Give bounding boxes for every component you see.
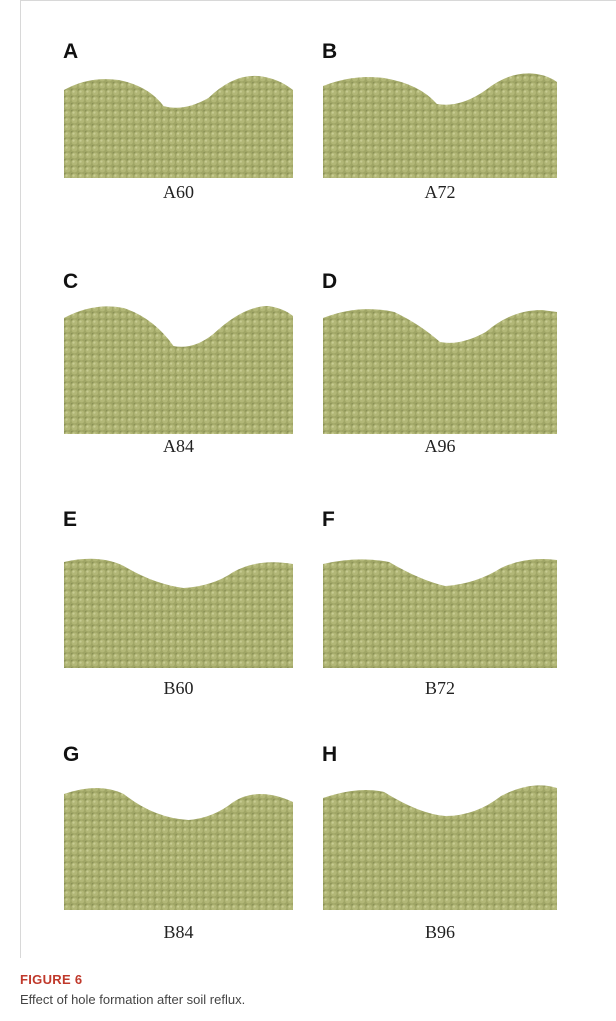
panel-label: B72	[424, 678, 455, 698]
soil-profile	[64, 558, 293, 668]
panel-letter: H	[322, 743, 338, 766]
soil-image	[323, 785, 557, 910]
soil-profile	[323, 559, 557, 668]
panel-letter: C	[63, 270, 79, 293]
caption-number: FIGURE 6	[20, 972, 83, 987]
panel-letter: E	[63, 508, 78, 531]
panel-label: A72	[424, 182, 456, 202]
soil-image	[64, 558, 293, 668]
soil-image	[64, 306, 293, 434]
panel-label: B60	[163, 678, 194, 698]
soil-image	[64, 788, 293, 910]
panel-letter: B	[322, 40, 338, 63]
panel-letter: A	[63, 40, 79, 63]
caption-text: Effect of hole formation after soil refl…	[20, 992, 246, 1007]
panel-label: B96	[424, 922, 455, 942]
panel-letter: D	[322, 270, 338, 293]
soil-profile	[64, 306, 293, 434]
soil-profile	[64, 75, 293, 178]
soil-image	[64, 75, 293, 178]
soil-profile	[323, 785, 557, 910]
soil-profile	[64, 788, 293, 910]
soil-profile	[323, 309, 557, 434]
panel-label: B84	[163, 922, 194, 942]
soil-image	[323, 73, 557, 178]
panel-letter: F	[322, 508, 335, 531]
soil-image	[323, 559, 557, 668]
figure-frame	[20, 0, 616, 958]
soil-image	[323, 309, 557, 434]
panel-label: A84	[163, 436, 194, 456]
panel-letter: G	[63, 743, 80, 766]
panel-label: A60	[163, 182, 194, 202]
panel-label: A96	[424, 436, 456, 456]
soil-profile	[323, 73, 557, 178]
